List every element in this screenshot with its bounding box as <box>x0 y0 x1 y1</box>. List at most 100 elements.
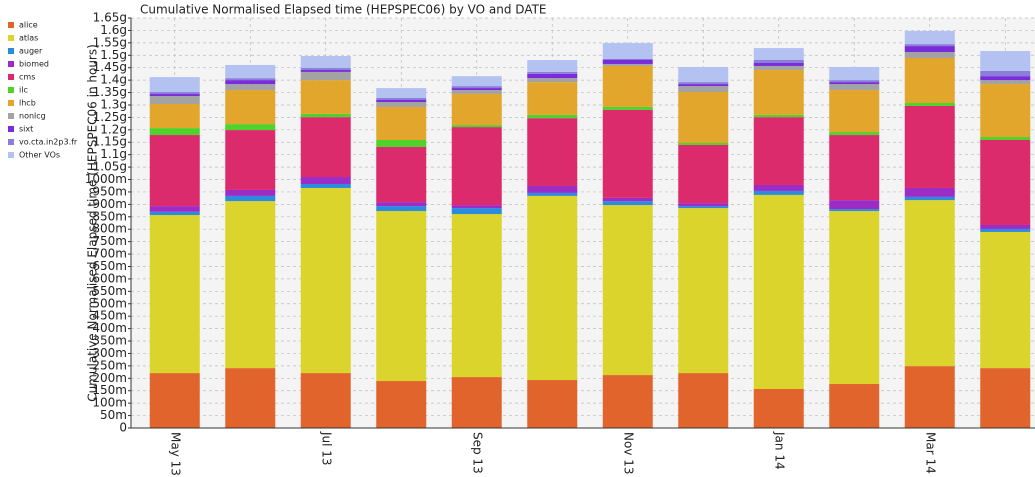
legend-swatch <box>8 152 14 158</box>
bar-segment <box>225 368 276 428</box>
bar-segment <box>376 381 427 428</box>
bar-segment <box>904 187 955 197</box>
y-tick-label: 700m <box>92 247 127 261</box>
bar-segment <box>678 92 729 143</box>
bar-segment <box>678 84 729 87</box>
y-tick-label: 900m <box>92 197 127 211</box>
x-tick-label: Jul 13 <box>319 431 333 466</box>
bar-segment <box>225 78 276 81</box>
bar-segment <box>300 117 351 178</box>
bar-segment <box>376 88 427 99</box>
bar-segment <box>602 63 653 66</box>
bar-segment <box>602 65 653 107</box>
bar-segment <box>300 187 351 374</box>
bar-segment <box>451 76 502 87</box>
bar-segment <box>225 64 276 79</box>
bar-segment <box>753 117 804 185</box>
legend-label: auger <box>19 47 43 56</box>
bar-segment <box>300 177 351 184</box>
bar-segment <box>602 375 653 428</box>
y-tick-label: 1.2g <box>100 122 127 136</box>
legend-swatch <box>8 35 14 41</box>
y-tick-label: 1.3g <box>100 97 127 111</box>
y-tick-label: 150m <box>92 383 127 397</box>
bar-segment <box>225 189 276 196</box>
bar-segment <box>602 59 653 60</box>
bar-segment <box>376 202 427 207</box>
bar-segment <box>829 209 880 212</box>
bar-segment <box>451 127 502 206</box>
y-tick-label: 1.05g <box>93 160 127 174</box>
bar-segment <box>678 142 729 145</box>
bar-segment <box>451 90 502 95</box>
bar-segment <box>300 69 351 72</box>
legend-label: ilc <box>19 86 28 95</box>
bar-segment <box>602 201 653 206</box>
y-tick-label: 600m <box>92 271 127 285</box>
bar-segment <box>451 377 502 428</box>
bar-segment <box>753 65 804 70</box>
x-tick-label: Mar 14 <box>923 432 937 474</box>
bar-segment <box>149 128 200 136</box>
legend-label: atlas <box>19 34 38 43</box>
legend-label: vo.cta.in2p3.fr <box>19 138 78 147</box>
x-tick-label: Jan 14 <box>772 431 786 470</box>
y-tick-label: 550m <box>92 284 127 298</box>
y-tick-label: 100m <box>92 396 127 410</box>
y-tick-label: 450m <box>92 309 127 323</box>
bar-segment <box>527 59 578 72</box>
y-tick-label: 850m <box>92 209 127 223</box>
y-tick-label: 50m <box>100 408 127 422</box>
bar-segment <box>980 228 1031 232</box>
bar-segment <box>753 48 804 60</box>
bar-segment <box>829 132 880 136</box>
bar-segment <box>829 66 880 81</box>
y-tick-label: 400m <box>92 321 127 335</box>
bar-segment <box>376 101 427 107</box>
bar-segment <box>149 103 200 129</box>
bar-segment <box>980 76 1031 81</box>
bar-segment <box>904 366 955 428</box>
bar-segment <box>602 59 653 64</box>
y-tick-label: 1.4g <box>100 73 127 87</box>
legend-swatch <box>8 139 14 145</box>
bar-segment <box>225 130 276 190</box>
bar-segment <box>602 197 653 202</box>
bar-segment <box>753 114 804 118</box>
bar-segment <box>904 30 955 45</box>
bar-segment <box>300 183 351 188</box>
y-tick-label: 1.55g <box>93 35 127 49</box>
bar-segment <box>149 206 200 212</box>
x-tick-label: Nov 13 <box>621 432 635 475</box>
bar-segment <box>829 135 880 201</box>
bar-segment <box>225 201 276 369</box>
y-tick-label: 1.35g <box>93 85 127 99</box>
bar-segment <box>678 203 729 207</box>
legend-label: biomed <box>19 60 49 69</box>
bar-segment <box>376 146 427 203</box>
y-tick-label: 1.45g <box>93 60 127 74</box>
bar-segment <box>225 195 276 202</box>
bar-segment <box>149 92 200 95</box>
legend-label: nonlcg <box>19 112 46 121</box>
bar-segment <box>300 113 351 118</box>
bar-segment <box>149 135 200 207</box>
bar-segment <box>829 84 880 91</box>
bar-segment <box>753 388 804 428</box>
y-tick-label: 0 <box>119 421 127 435</box>
bar-segment <box>527 114 578 119</box>
bar-segment <box>527 78 578 83</box>
legend-swatch <box>8 61 14 67</box>
bar-segment <box>451 88 502 91</box>
y-tick-label: 1.25g <box>93 110 127 124</box>
bar-segment <box>753 69 804 115</box>
bar-segment <box>980 224 1031 229</box>
bar-segment <box>678 66 729 83</box>
bar-segment <box>904 46 955 53</box>
bar-segment <box>904 200 955 367</box>
bar-segment <box>527 82 578 115</box>
bar-segment <box>149 77 200 93</box>
y-tick-label: 350m <box>92 334 127 348</box>
bar-segment <box>225 90 276 125</box>
